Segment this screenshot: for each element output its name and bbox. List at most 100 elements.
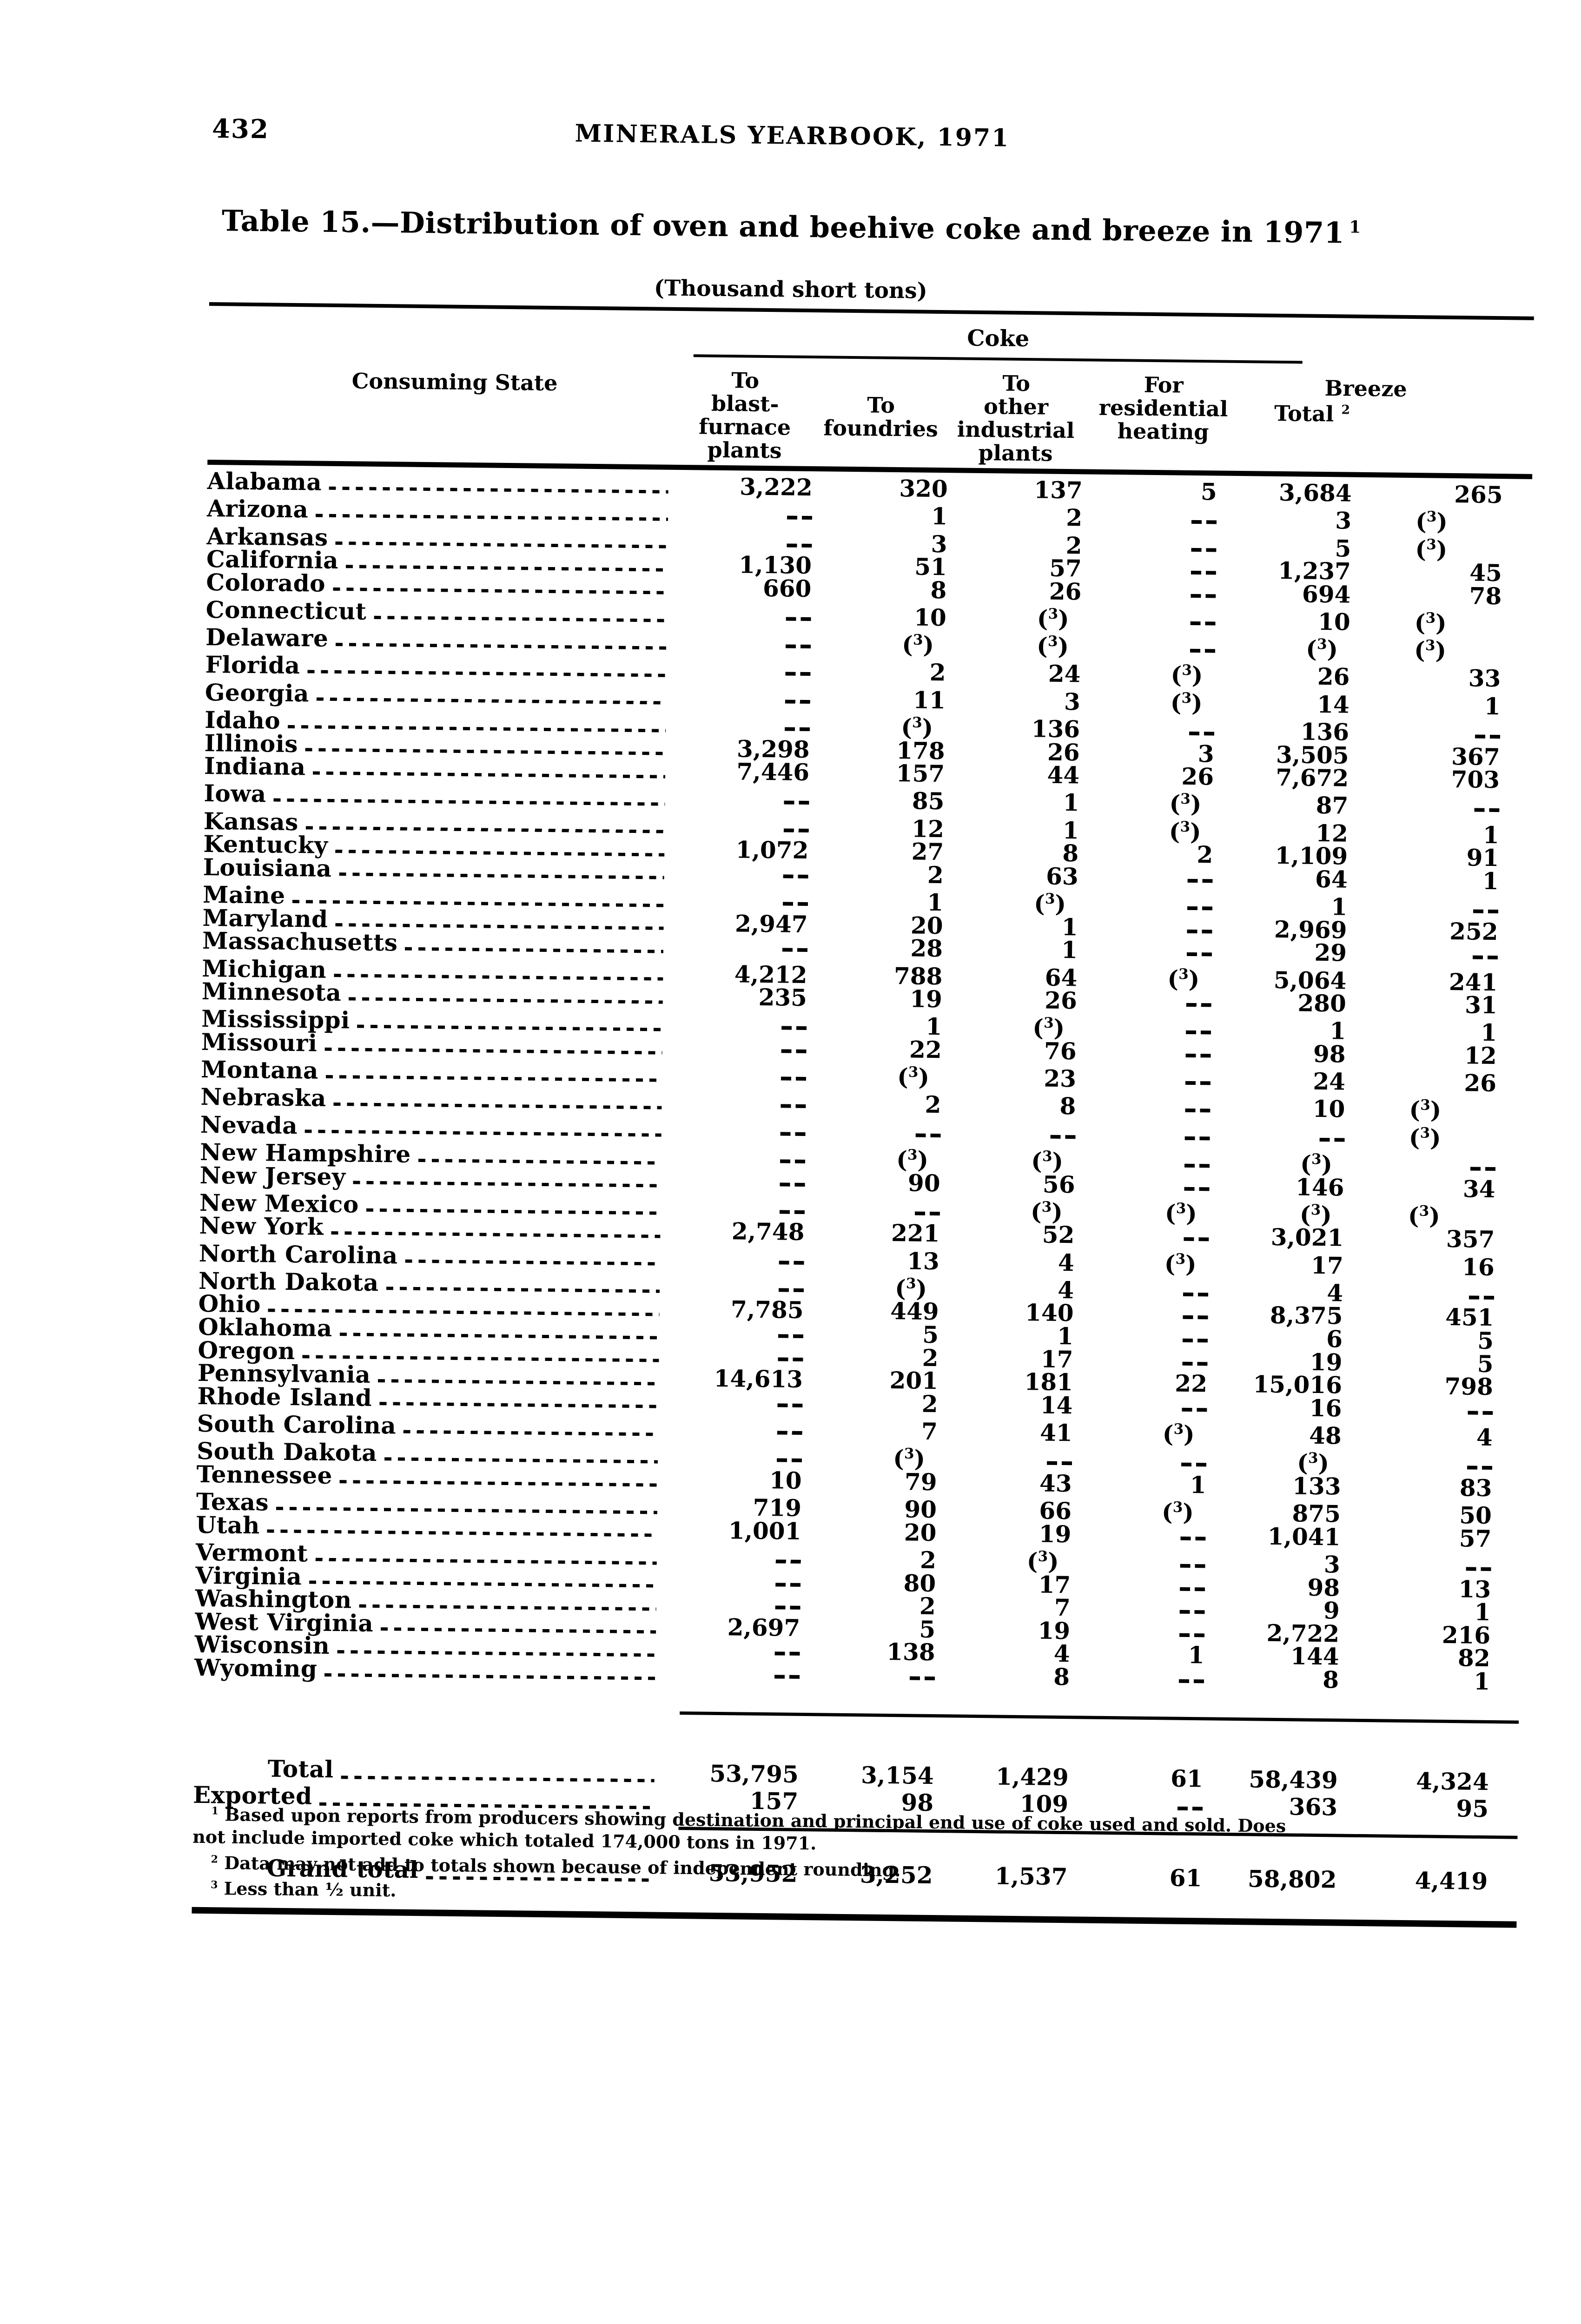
value-cell: 10 xyxy=(1312,1095,1345,1123)
value-cell xyxy=(1082,502,1217,531)
value-cell: 265 xyxy=(1454,481,1503,509)
value-cell: 31 xyxy=(1464,991,1498,1019)
row-label-cell: Alabama xyxy=(207,467,672,497)
value-cell: 14 xyxy=(1040,1391,1073,1419)
value-cell: 8 xyxy=(1062,839,1079,867)
value-cell: 58,439 xyxy=(1249,1765,1338,1794)
value-cell: 1,041 xyxy=(1267,1522,1341,1551)
value-cell xyxy=(1075,1173,1210,1198)
nil-dash xyxy=(1186,1003,1211,1007)
summary-separator-rule xyxy=(680,1711,1519,1724)
nil-dash xyxy=(778,1334,804,1339)
leader-dots xyxy=(305,826,665,833)
nil-dash xyxy=(1184,1187,1210,1191)
value-cell: 367 xyxy=(1451,742,1500,771)
nil-dash xyxy=(780,1132,806,1136)
value-cell: 3 xyxy=(1323,1551,1341,1578)
value-cell: 26 xyxy=(1464,1069,1497,1097)
row-label: Connecticut xyxy=(205,595,367,625)
column-header-residential-heating: For residential heating xyxy=(1098,372,1228,445)
row-label: Ohio xyxy=(198,1290,261,1318)
nil-dash xyxy=(915,1133,941,1137)
column-header-total: Total 2 xyxy=(1242,397,1382,426)
value-cell: 3 xyxy=(1064,687,1081,716)
value-cell: 16 xyxy=(1309,1394,1342,1422)
value-cell: 2,748 xyxy=(731,1217,805,1246)
value-cell: 43 xyxy=(1039,1469,1072,1498)
value-cell: 5,064 xyxy=(1273,966,1347,995)
value-cell: 3,684 xyxy=(1278,478,1352,507)
nil-dash xyxy=(774,1675,800,1679)
value-cell: 44 xyxy=(1047,761,1080,789)
value-cell: 56 xyxy=(1042,1170,1075,1198)
nil-dash xyxy=(1466,1567,1491,1571)
footnote-3-text: Less than ½ unit. xyxy=(224,1878,397,1901)
value-cell: 4,324 xyxy=(1416,1767,1489,1796)
table-title-text: Table 15.—Distribution of oven and beehi… xyxy=(221,204,1345,250)
value-cell: 2 xyxy=(1197,841,1213,869)
leader-dots xyxy=(403,1430,658,1436)
state-rows-table: Alabama 3,222 320 137 5 3,684 265 Arizona 1 2 3 (3)… xyxy=(194,467,1532,1695)
value-cell: 137 xyxy=(1034,476,1083,504)
row-label-cell: Rhode Island xyxy=(197,1382,662,1413)
row-label-cell: Louisiana xyxy=(203,853,668,884)
value-cell: (3) xyxy=(1077,962,1212,993)
value-cell: 157 xyxy=(896,759,945,788)
value-cell: (3) xyxy=(1206,1446,1342,1477)
value-cell: (3) xyxy=(1350,606,1531,637)
value-cell: 12 xyxy=(911,815,945,843)
value-cell xyxy=(1073,1348,1208,1373)
value-cell: 26 xyxy=(1317,663,1350,691)
value-cell xyxy=(1343,1277,1524,1307)
value-cell: 2,969 xyxy=(1274,915,1347,944)
value-cell: 9 xyxy=(1323,1597,1340,1624)
less-than-half-footnote: (3) xyxy=(1036,632,1069,660)
value-cell xyxy=(1072,1394,1207,1419)
nil-dash xyxy=(779,1288,804,1292)
value-cell: 3,298 xyxy=(736,734,810,763)
value-cell: 1,072 xyxy=(735,836,809,865)
value-cell: 694 xyxy=(1302,580,1351,608)
leader-dots xyxy=(316,697,666,705)
value-cell xyxy=(1342,1397,1522,1422)
value-cell: 280 xyxy=(1297,989,1347,1017)
value-cell: 85 xyxy=(912,787,945,815)
leader-dots xyxy=(307,670,667,677)
nil-dash xyxy=(1177,1806,1203,1810)
value-cell: 26 xyxy=(1049,577,1082,606)
value-cell: (3) xyxy=(805,1142,941,1174)
less-than-half-footnote: (3) xyxy=(1415,508,1448,536)
row-label-cell: South Carolina xyxy=(197,1407,662,1440)
footnote-1-text: Based upon reports from producers showin… xyxy=(192,1804,1286,1854)
nil-dash xyxy=(785,727,810,731)
less-than-half-footnote: (3) xyxy=(1161,1498,1194,1526)
value-cell: 3 xyxy=(1335,507,1352,535)
leader-dots xyxy=(405,947,663,953)
nil-dash xyxy=(914,1211,940,1215)
value-cell: 1 xyxy=(1474,1598,1491,1626)
less-than-half-footnote: (3) xyxy=(1409,1123,1442,1152)
value-cell: 1 xyxy=(1330,893,1348,921)
value-cell: 1 xyxy=(1061,936,1078,964)
value-cell: 144 xyxy=(1290,1642,1339,1670)
value-cell: 8 xyxy=(1322,1666,1339,1694)
row-label: Texas xyxy=(196,1488,269,1516)
value-cell: 22 xyxy=(909,1036,942,1064)
value-cell xyxy=(1341,1447,1522,1477)
column-header-breeze: Breeze xyxy=(1324,375,1407,402)
row-label-cell: Massachusetts xyxy=(202,927,667,957)
nil-dash xyxy=(1190,621,1216,626)
value-cell xyxy=(659,1638,800,1663)
leader-dots xyxy=(292,899,664,907)
value-cell: 133 xyxy=(1292,1472,1341,1500)
value-cell: 2,697 xyxy=(727,1613,800,1642)
value-cell: 17 xyxy=(1038,1571,1071,1598)
nil-dash xyxy=(1468,1411,1493,1415)
value-cell xyxy=(1077,989,1212,1014)
nil-dash xyxy=(774,1651,800,1656)
value-cell: 4 xyxy=(1476,1423,1493,1452)
nil-dash xyxy=(1178,1679,1204,1684)
nil-dash xyxy=(781,1076,807,1081)
less-than-half-footnote: (3) xyxy=(1414,636,1447,665)
value-cell: (3) xyxy=(1344,1121,1525,1152)
